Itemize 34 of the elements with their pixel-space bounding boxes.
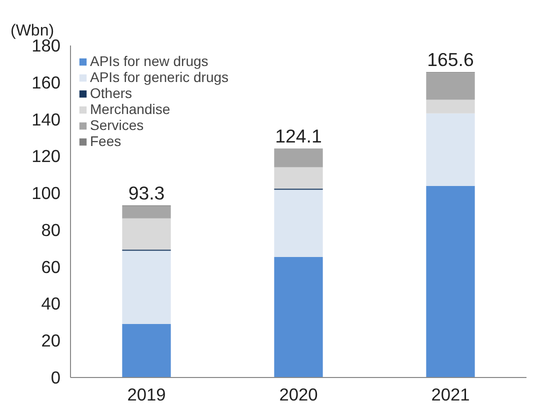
bar [426, 186, 475, 378]
bar [426, 72, 475, 100]
y-axis-title: (Wbn) [10, 22, 54, 40]
x-tick-label: 2019 [127, 384, 166, 404]
total-label: 165.6 [427, 49, 474, 70]
y-tick-label: 140 [32, 109, 61, 130]
bar [274, 190, 323, 258]
y-tick-label: 60 [41, 256, 61, 277]
legend-label: APIs for generic drugs [90, 69, 229, 85]
bar [122, 324, 171, 378]
bar [426, 100, 475, 114]
legend-label: Merchandise [90, 101, 170, 117]
y-tick-label: 40 [41, 294, 61, 314]
y-tick-label: 0 [50, 368, 61, 388]
total-label: 93.3 [128, 182, 165, 204]
x-tick-label: 2021 [431, 384, 470, 404]
legend-label: APIs for new drugs [90, 53, 208, 69]
bar [122, 206, 171, 218]
bar [426, 113, 475, 186]
bar [274, 149, 323, 168]
bar [274, 257, 323, 378]
y-tick-label: 120 [32, 146, 61, 166]
total-label: 124.1 [275, 126, 322, 147]
legend-label: Services [90, 117, 144, 133]
bar [122, 218, 171, 250]
legend-label: Others [90, 85, 132, 101]
bar [122, 250, 171, 324]
bar [274, 167, 323, 189]
y-tick-label: 80 [41, 220, 61, 240]
legend-label: Fees [90, 133, 122, 149]
y-tick-label: 20 [41, 330, 61, 351]
x-tick-label: 2020 [279, 384, 318, 404]
y-tick-label: 100 [32, 183, 61, 204]
y-tick-label: 160 [32, 72, 61, 92]
